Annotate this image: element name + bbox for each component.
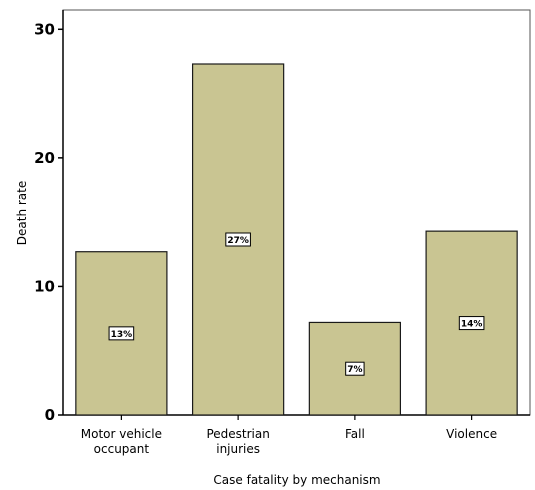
x-category-label: occupant	[94, 442, 150, 456]
y-axis-ticks: 0 10 20 30	[34, 20, 63, 424]
x-category-label: injuries	[216, 442, 260, 456]
data-label-box	[108, 326, 135, 341]
data-label: 14%	[461, 320, 483, 330]
x-category-label: Motor vehicle	[81, 427, 162, 441]
data-label: 7%	[347, 365, 362, 375]
y-tick-label: 0	[45, 406, 55, 424]
data-label: 27%	[227, 236, 249, 246]
bars-group: 13% 27% 7% 14%	[75, 63, 518, 416]
x-category-label: Pedestrian	[206, 427, 269, 441]
data-label-box	[225, 232, 251, 247]
x-category-label: Fall	[345, 427, 365, 441]
y-tick-label: 20	[34, 149, 55, 167]
data-label-box	[458, 316, 485, 331]
x-category-label: Violence	[446, 427, 497, 441]
x-axis-title: Case fatality by mechanism	[213, 473, 380, 487]
y-axis-title: Death rate	[15, 181, 29, 245]
y-tick-label: 30	[34, 20, 55, 38]
data-label-box	[345, 361, 365, 376]
y-tick-label: 10	[34, 277, 55, 295]
data-label: 13%	[111, 330, 133, 340]
